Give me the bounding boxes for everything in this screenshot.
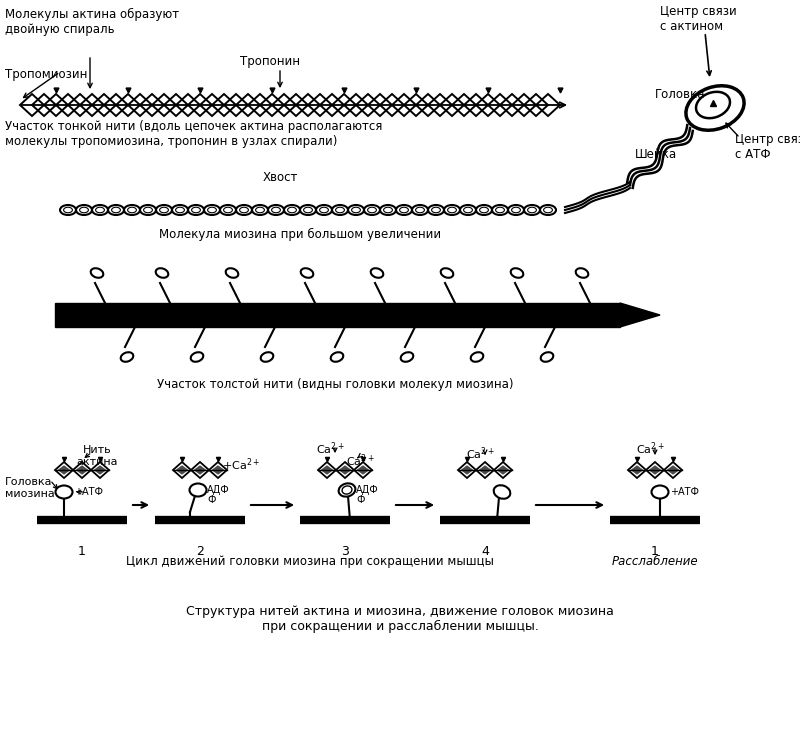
Polygon shape xyxy=(339,466,351,475)
Polygon shape xyxy=(58,466,70,475)
Text: Тропомиозин: Тропомиозин xyxy=(5,68,87,81)
Text: +АТФ: +АТФ xyxy=(670,487,699,497)
Text: Нить
актина: Нить актина xyxy=(76,445,118,467)
Polygon shape xyxy=(620,303,660,327)
Text: Участок толстой нити (видны головки молекул миозина): Участок толстой нити (видны головки моле… xyxy=(157,378,514,391)
Ellipse shape xyxy=(55,486,73,499)
Text: Структура нитей актина и миозина, движение головок миозина
при сокращении и расс: Структура нитей актина и миозина, движен… xyxy=(186,605,614,633)
Ellipse shape xyxy=(190,483,206,496)
Polygon shape xyxy=(212,466,224,475)
Polygon shape xyxy=(321,466,333,475)
Text: Головка
миозина: Головка миозина xyxy=(5,477,54,499)
Text: 3: 3 xyxy=(341,545,349,558)
Text: Ca$^{2+}$: Ca$^{2+}$ xyxy=(636,440,664,456)
Text: +АТФ: +АТФ xyxy=(74,487,103,497)
Ellipse shape xyxy=(494,486,510,499)
Text: 1: 1 xyxy=(651,545,659,558)
Text: Центр связи
с актином: Центр связи с актином xyxy=(660,5,737,33)
Text: Цикл движений головки миозина при сокращении мышцы: Цикл движений головки миозина при сокращ… xyxy=(126,555,494,568)
Polygon shape xyxy=(631,466,643,475)
Text: Молекулы актина образуют
двойную спираль: Молекулы актина образуют двойную спираль xyxy=(5,8,179,36)
Text: Участок тонкой нити (вдоль цепочек актина располагаются
молекулы тропомиозина, т: Участок тонкой нити (вдоль цепочек актин… xyxy=(5,120,382,148)
Text: Ф: Ф xyxy=(207,495,215,505)
Polygon shape xyxy=(176,466,188,475)
Polygon shape xyxy=(667,466,679,475)
Polygon shape xyxy=(497,466,509,475)
Text: АДФ: АДФ xyxy=(356,485,378,495)
Bar xyxy=(55,303,620,327)
Ellipse shape xyxy=(338,483,355,496)
Polygon shape xyxy=(94,466,106,475)
Text: 2: 2 xyxy=(196,545,204,558)
Text: Молекула миозина при большом увеличении: Молекула миозина при большом увеличении xyxy=(159,228,441,241)
Text: 1: 1 xyxy=(78,545,86,558)
Text: АДФ: АДФ xyxy=(207,485,230,495)
Text: Центр связи
с АТФ: Центр связи с АТФ xyxy=(735,133,800,161)
Text: Ca$^{2+}$: Ca$^{2+}$ xyxy=(466,445,494,461)
Polygon shape xyxy=(357,466,369,475)
Polygon shape xyxy=(76,466,88,475)
Text: Шейка: Шейка xyxy=(635,148,677,161)
Polygon shape xyxy=(194,466,206,475)
Text: Головка: Головка xyxy=(655,88,706,101)
Text: Расслабление: Расслабление xyxy=(612,555,698,568)
Polygon shape xyxy=(479,466,491,475)
Text: Ca$^{2+}$: Ca$^{2+}$ xyxy=(316,440,344,456)
Text: Ф: Ф xyxy=(356,495,365,505)
Text: Тропонин: Тропонин xyxy=(240,55,300,68)
Text: 4: 4 xyxy=(481,545,489,558)
Text: +Ca$^{2+}$: +Ca$^{2+}$ xyxy=(222,456,260,473)
Text: Хвост: Хвост xyxy=(262,171,298,184)
Ellipse shape xyxy=(651,486,669,499)
Polygon shape xyxy=(461,466,473,475)
Polygon shape xyxy=(649,466,661,475)
Text: Ca$^{2+}$: Ca$^{2+}$ xyxy=(346,452,374,469)
